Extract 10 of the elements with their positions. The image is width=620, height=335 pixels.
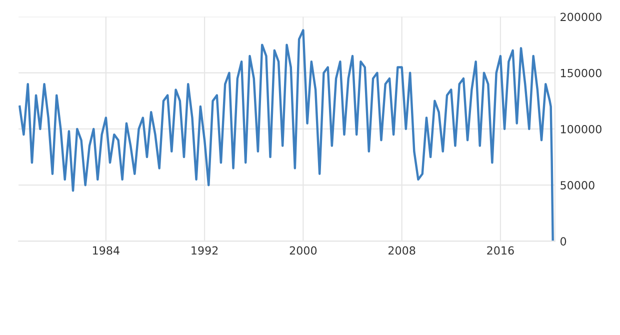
x-tick-label: 1992 — [192, 246, 218, 255]
y-tick-label: 50000 — [560, 181, 594, 190]
x-tick-label: 1984 — [93, 246, 120, 255]
y-tick-label: 200000 — [560, 12, 602, 22]
x-tick-label: 2016 — [487, 246, 514, 255]
y-tick-label: 0 — [560, 237, 566, 246]
y-tick-label: 150000 — [560, 68, 602, 78]
x-tick-label: 2000 — [290, 246, 317, 255]
y-tick-label: 100000 — [560, 124, 602, 134]
x-tick-label: 2008 — [388, 246, 416, 255]
